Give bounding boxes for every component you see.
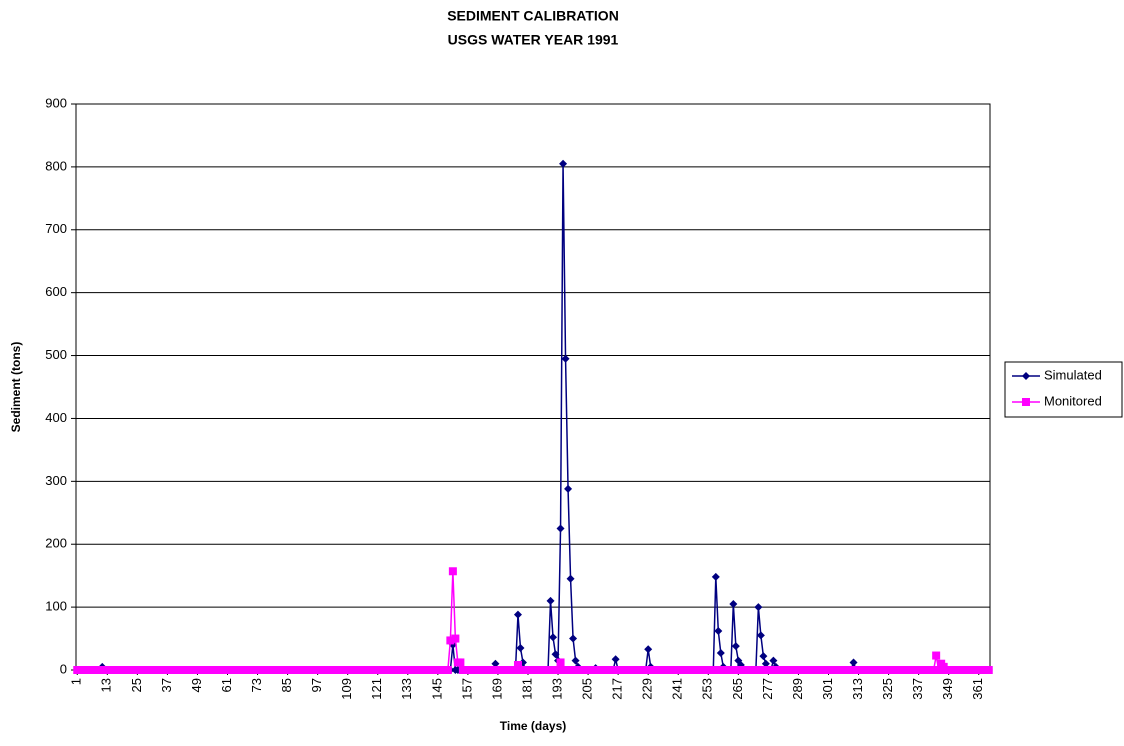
data-point <box>549 633 558 642</box>
data-point <box>556 524 565 533</box>
y-tick-label: 400 <box>45 410 67 425</box>
x-tick-label: 229 <box>640 678 655 700</box>
y-tick-label: 100 <box>45 599 67 614</box>
data-point <box>769 656 778 665</box>
y-tick-label: 200 <box>45 536 67 551</box>
x-tick-label: 349 <box>940 678 955 700</box>
data-point <box>546 596 555 605</box>
legend-label: Monitored <box>1044 393 1102 408</box>
data-point <box>516 643 525 652</box>
x-tick-label: 313 <box>850 678 865 700</box>
data-point <box>714 627 723 636</box>
data-point <box>711 572 720 581</box>
data-point <box>929 666 938 674</box>
data-point <box>754 603 763 612</box>
data-point <box>984 666 993 674</box>
data-point <box>716 649 725 658</box>
x-tick-label: 73 <box>249 678 264 692</box>
x-tick-label: 25 <box>129 678 144 692</box>
chart-subtitle: USGS WATER YEAR 1991 <box>448 32 619 48</box>
data-point <box>513 610 522 619</box>
y-tick-label: 800 <box>45 158 67 173</box>
y-tick-label: 500 <box>45 347 67 362</box>
data-point <box>571 656 580 665</box>
y-tick-label: 600 <box>45 284 67 299</box>
data-point <box>731 642 740 651</box>
x-tick-label: 145 <box>429 678 444 700</box>
data-point <box>849 658 858 667</box>
x-tick-label: 37 <box>159 678 174 692</box>
data-point <box>566 574 575 583</box>
y-tick-label: 700 <box>45 221 67 236</box>
data-point <box>569 634 578 643</box>
x-tick-label: 121 <box>369 678 384 700</box>
data-point <box>932 651 941 660</box>
x-tick-label: 361 <box>970 678 985 700</box>
data-point <box>611 655 620 664</box>
x-tick-label: 337 <box>910 678 925 700</box>
data-point <box>511 666 520 674</box>
y-tick-label: 900 <box>45 95 67 110</box>
x-tick-label: 193 <box>549 678 564 700</box>
x-tick-label: 13 <box>99 678 114 692</box>
x-tick-label: 109 <box>339 678 354 700</box>
legend-label: Simulated <box>1044 367 1102 382</box>
data-point <box>761 659 770 668</box>
data-point <box>756 631 765 640</box>
data-point <box>491 659 500 668</box>
plot-area <box>75 103 991 671</box>
data-point <box>448 567 457 576</box>
y-tick-label: 300 <box>45 473 67 488</box>
x-tick-label: 1 <box>69 678 84 685</box>
x-tick-label: 49 <box>189 678 204 692</box>
data-point <box>759 652 768 661</box>
data-point <box>644 645 653 654</box>
y-tick-label: 0 <box>60 661 67 676</box>
data-point <box>513 660 522 669</box>
x-tick-label: 265 <box>730 678 745 700</box>
data-point <box>554 666 563 674</box>
x-tick-label: 325 <box>880 678 895 700</box>
x-tick-label: 181 <box>519 678 534 700</box>
data-point <box>564 484 573 493</box>
x-tick-label: 289 <box>790 678 805 700</box>
x-tick-label: 277 <box>760 678 775 700</box>
data-point <box>561 354 570 363</box>
data-point <box>729 599 738 608</box>
x-tick-label: 217 <box>610 678 625 700</box>
legend-marker <box>1022 398 1030 406</box>
data-point <box>934 666 943 674</box>
x-tick-label: 253 <box>700 678 715 700</box>
data-point <box>446 636 455 645</box>
legend-marker <box>1022 372 1030 380</box>
x-tick-label: 205 <box>580 678 595 700</box>
data-point <box>559 159 568 168</box>
x-tick-label: 61 <box>219 678 234 692</box>
data-point <box>456 658 465 667</box>
x-tick-label: 157 <box>459 678 474 700</box>
y-axis-label: Sediment (tons) <box>9 342 23 433</box>
x-tick-label: 241 <box>670 678 685 700</box>
data-point <box>443 666 452 674</box>
data-point <box>556 658 565 667</box>
chart-title: SEDIMENT CALIBRATION <box>447 8 619 24</box>
x-axis-label: Time (days) <box>500 719 566 733</box>
x-tick-label: 301 <box>820 678 835 700</box>
data-point <box>451 634 460 643</box>
x-tick-label: 97 <box>309 678 324 692</box>
x-tick-label: 169 <box>489 678 504 700</box>
x-tick-label: 85 <box>279 678 294 692</box>
legend-box <box>1004 361 1123 418</box>
x-tick-label: 133 <box>399 678 414 700</box>
data-point <box>551 650 560 659</box>
